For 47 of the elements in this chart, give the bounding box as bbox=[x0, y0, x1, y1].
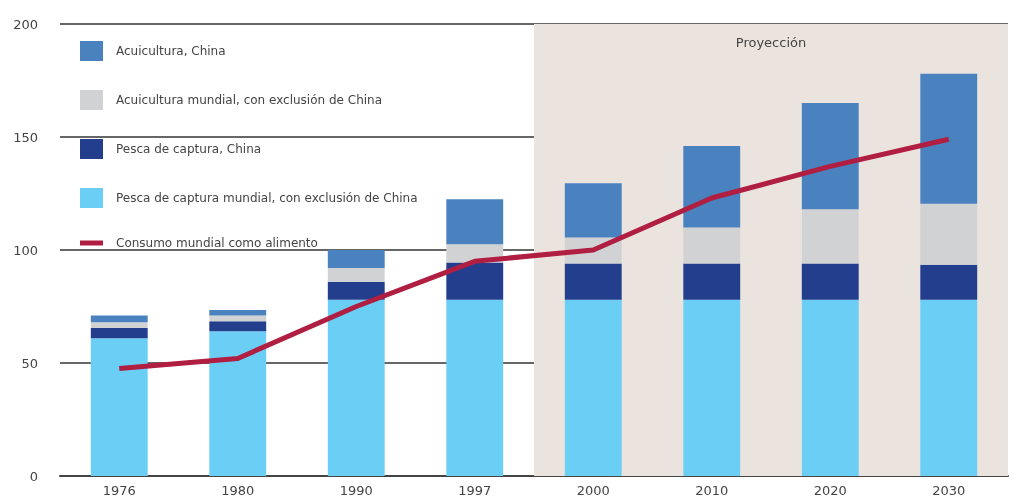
legend-label: Acuicultura mundial, con exclusión de China bbox=[116, 93, 383, 107]
bar bbox=[564, 263, 622, 300]
x-tick-label: 2030 bbox=[932, 483, 966, 498]
bar bbox=[446, 262, 504, 300]
x-tick-label: 1980 bbox=[221, 483, 255, 498]
y-tick-label: 100 bbox=[13, 242, 38, 258]
bar bbox=[209, 309, 267, 316]
legend-label: Pesca de captura, China bbox=[116, 142, 262, 156]
x-tick-label: 2000 bbox=[576, 483, 610, 498]
bar bbox=[683, 263, 741, 300]
legend-label: Acuicultura, China bbox=[116, 44, 226, 58]
bar bbox=[920, 203, 978, 265]
bar bbox=[90, 338, 148, 476]
legend-label: Consumo mundial como alimento bbox=[116, 236, 318, 250]
legend-label: Pesca de captura mundial, con exclusión de China bbox=[116, 191, 418, 205]
y-tick-label: 200 bbox=[13, 16, 38, 32]
bar bbox=[446, 299, 504, 476]
bar bbox=[920, 73, 978, 204]
bar bbox=[801, 209, 859, 264]
x-tick-label: 2020 bbox=[813, 483, 847, 498]
x-tick-label: 1990 bbox=[339, 483, 373, 498]
bar bbox=[564, 299, 622, 476]
bar bbox=[446, 199, 504, 245]
bar bbox=[801, 103, 859, 210]
bar bbox=[209, 321, 267, 332]
bar bbox=[327, 250, 385, 269]
bar bbox=[327, 299, 385, 476]
y-tick-label: 50 bbox=[21, 355, 38, 371]
bar bbox=[90, 322, 148, 328]
bar bbox=[801, 263, 859, 300]
bar bbox=[920, 299, 978, 476]
x-tick-label: 1997 bbox=[458, 483, 492, 498]
bar bbox=[920, 264, 978, 300]
x-tick-label: 2010 bbox=[695, 483, 729, 498]
band-label: Proyección bbox=[735, 35, 807, 50]
y-tick-label: 0 bbox=[29, 468, 38, 484]
x-tick-label: 1976 bbox=[102, 483, 136, 498]
bar bbox=[801, 299, 859, 476]
bar bbox=[327, 268, 385, 282]
bar bbox=[683, 146, 741, 228]
bar bbox=[209, 331, 267, 476]
bar bbox=[683, 227, 741, 264]
y-tick-label: 150 bbox=[13, 129, 38, 145]
bar bbox=[327, 281, 385, 300]
bar bbox=[564, 183, 622, 238]
bar bbox=[683, 299, 741, 476]
bar bbox=[90, 327, 148, 339]
